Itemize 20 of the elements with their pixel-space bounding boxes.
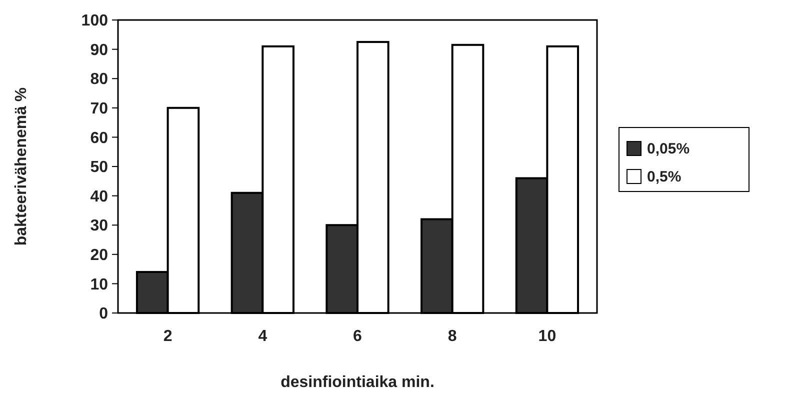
y-axis-title: bakteerivähenemä % (13, 87, 30, 246)
y-tick-label: 90 (90, 42, 108, 59)
x-tick-label: 10 (538, 328, 556, 345)
y-tick-label: 100 (81, 12, 108, 30)
y-tick-label: 0 (99, 306, 108, 323)
x-tick-label: 8 (448, 328, 457, 345)
x-tick-label: 2 (163, 328, 172, 345)
y-tick-label: 10 (90, 276, 108, 294)
y-tick-label: 70 (90, 100, 108, 118)
y-tick-label: 40 (90, 188, 108, 206)
y-tick-label: 30 (90, 218, 108, 235)
y-tick-label: 50 (90, 159, 108, 176)
x-tick-label: 6 (353, 328, 362, 345)
y-tick-label: 20 (90, 247, 108, 264)
x-axis-title: desinfiointiaika min. (280, 374, 434, 391)
y-tick-label: 60 (90, 130, 108, 147)
legend-label: 0,05% (647, 140, 690, 158)
x-tick-label: 4 (258, 328, 268, 345)
legend-label: 0,5% (647, 168, 682, 186)
y-tick-label: 80 (90, 71, 108, 88)
